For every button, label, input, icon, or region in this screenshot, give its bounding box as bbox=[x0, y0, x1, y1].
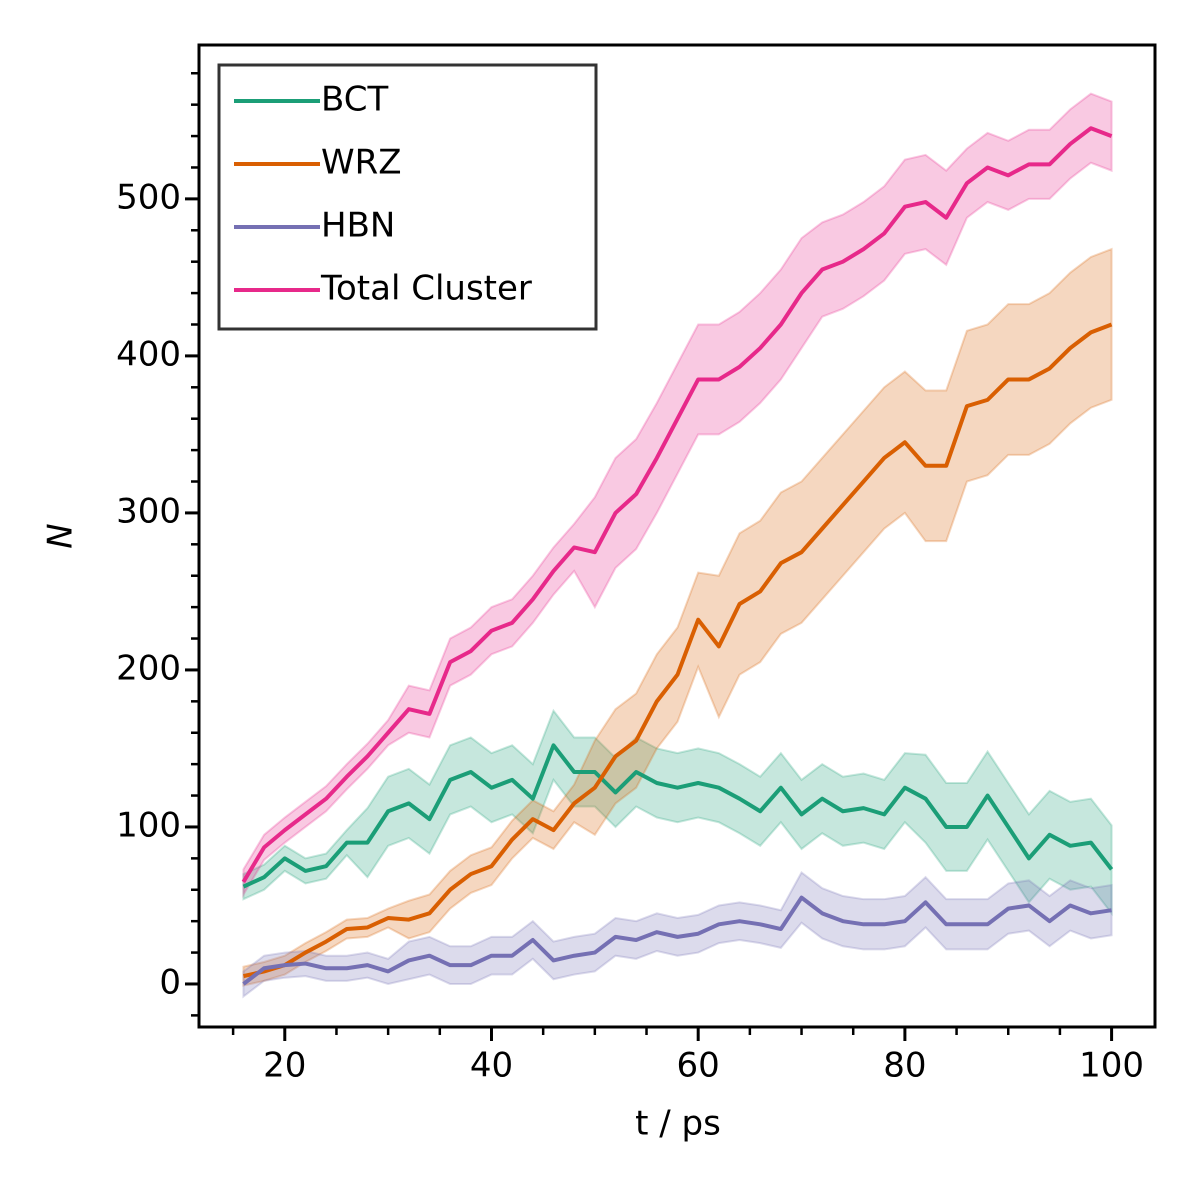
x-tick-label: 100 bbox=[1079, 1046, 1144, 1086]
plot-frame bbox=[197, 43, 1157, 1029]
x-axis-label: t / ps bbox=[635, 1104, 721, 1144]
series-line bbox=[242, 895, 1112, 986]
y-tick-label: 0 bbox=[159, 962, 181, 1002]
y-tick-label: 300 bbox=[116, 491, 181, 531]
series-line bbox=[242, 322, 1113, 979]
y-tick-label: 200 bbox=[116, 648, 181, 688]
legend-label: Total Cluster bbox=[320, 269, 532, 309]
series-line bbox=[242, 743, 1114, 889]
x-tick-label: 40 bbox=[470, 1046, 513, 1086]
x-tick-label: 80 bbox=[883, 1046, 926, 1086]
series-line bbox=[241, 126, 1113, 883]
error-band bbox=[242, 247, 1113, 987]
y-tick-label: 100 bbox=[116, 805, 181, 845]
error-band bbox=[242, 708, 1113, 917]
legend-label: WRZ bbox=[321, 143, 402, 183]
y-tick-label: 400 bbox=[116, 334, 181, 374]
y-tick-label: 500 bbox=[116, 177, 181, 217]
x-tick-label: 20 bbox=[263, 1046, 306, 1086]
y-axis-label: N bbox=[41, 523, 81, 548]
legend-label: BCT bbox=[321, 80, 388, 120]
x-tick-label: 60 bbox=[677, 1046, 720, 1086]
legend-label: HBN bbox=[321, 206, 395, 246]
error-band bbox=[242, 92, 1113, 899]
legend-box bbox=[217, 63, 598, 331]
